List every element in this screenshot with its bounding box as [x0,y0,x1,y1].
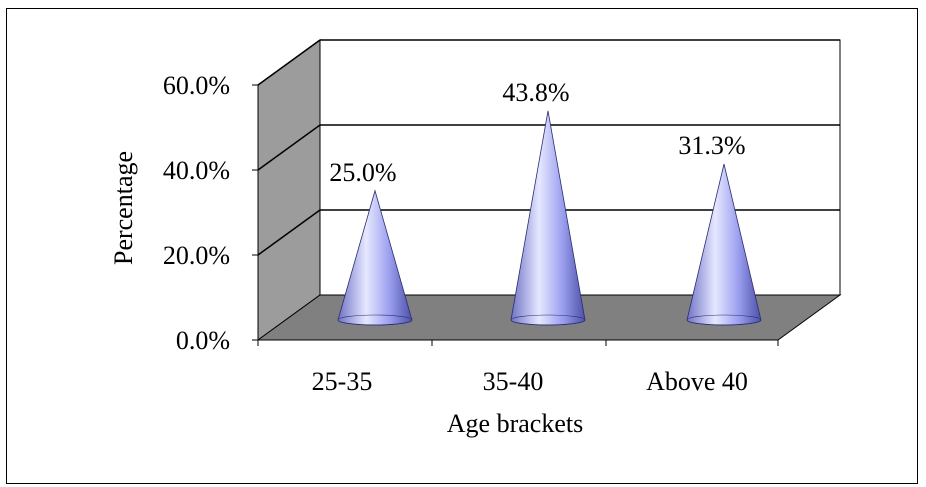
x-tick-label: 35-40 [483,367,544,396]
y-axis-title: Percentage [109,151,138,265]
left-wall [257,39,321,341]
y-tick-label: 0.0% [176,326,230,355]
cone-base [686,314,762,326]
cone-bar-35-40: 43.8% [502,78,586,326]
cone-base [337,314,413,326]
gridline-wall [257,39,321,86]
y-tick-label: 20.0% [163,241,230,270]
cone-bar-25-35: 25.0% [329,158,413,326]
x-category-labels: 25-35 35-40 Above 40 [312,367,748,396]
gridlines [257,39,840,256]
x-tick-label: Above 40 [646,367,748,396]
back-wall [319,39,841,296]
axes [252,84,779,346]
data-label: 31.3% [678,131,745,160]
cone-base [510,314,586,326]
data-label: 25.0% [329,158,396,187]
gridline-wall [257,124,321,171]
y-tick-label: 40.0% [163,156,230,185]
data-label: 43.8% [502,78,569,107]
cone-bar-above-40: 31.3% [678,131,762,326]
cones: 25.0% 43.8% 31.3% [329,78,762,326]
x-tick-label: 25-35 [312,367,373,396]
x-axis-title: Age brackets [447,409,583,438]
y-tick-labels: 0.0% 20.0% 40.0% 60.0% [163,71,230,355]
y-tick-label: 60.0% [163,71,230,100]
gridline-wall [257,209,321,256]
